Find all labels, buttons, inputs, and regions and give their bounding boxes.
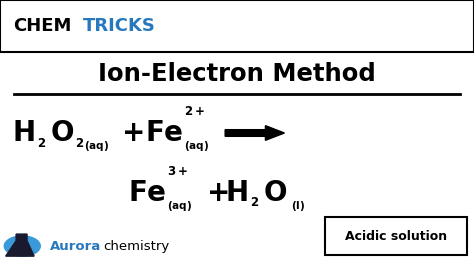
Text: $\mathbf{(aq)}$: $\mathbf{(aq)}$	[184, 139, 209, 153]
Text: Ion-Electron Method: Ion-Electron Method	[98, 63, 376, 86]
Bar	[325, 217, 467, 255]
Text: $\mathbf{+}$: $\mathbf{+}$	[121, 119, 143, 147]
Text: $\mathbf{Fe}$: $\mathbf{Fe}$	[128, 179, 166, 207]
Text: $\mathbf{3+}$: $\mathbf{3+}$	[167, 165, 188, 177]
Text: $\mathbf{(aq)}$: $\mathbf{(aq)}$	[167, 199, 192, 213]
Text: $\mathbf{2}$: $\mathbf{2}$	[75, 137, 84, 149]
Text: $\mathbf{Fe}$: $\mathbf{Fe}$	[145, 119, 183, 147]
Text: $\mathbf{+}$: $\mathbf{+}$	[206, 179, 228, 207]
Text: $\mathbf{O}$: $\mathbf{O}$	[50, 119, 74, 147]
Polygon shape	[6, 234, 34, 256]
Text: $\mathbf{(l)}$: $\mathbf{(l)}$	[291, 199, 305, 213]
Text: $\mathbf{H}$: $\mathbf{H}$	[225, 179, 248, 207]
Text: $\mathbf{H}$: $\mathbf{H}$	[12, 119, 35, 147]
Text: CHEM: CHEM	[13, 17, 72, 35]
Circle shape	[4, 236, 40, 256]
Bar	[0, 0, 474, 52]
Text: $\mathbf{O}$: $\mathbf{O}$	[263, 179, 287, 207]
Text: Aurora: Aurora	[50, 240, 101, 252]
Text: TRICKS: TRICKS	[83, 17, 156, 35]
Text: $\mathbf{2}$: $\mathbf{2}$	[250, 197, 259, 209]
FancyArrow shape	[225, 126, 284, 140]
Text: Acidic solution: Acidic solution	[345, 230, 447, 243]
Text: chemistry: chemistry	[103, 240, 170, 252]
Text: $\mathbf{2+}$: $\mathbf{2+}$	[184, 105, 205, 118]
Text: $\mathbf{(aq)}$: $\mathbf{(aq)}$	[84, 139, 109, 153]
Text: $\mathbf{2}$: $\mathbf{2}$	[37, 137, 46, 149]
